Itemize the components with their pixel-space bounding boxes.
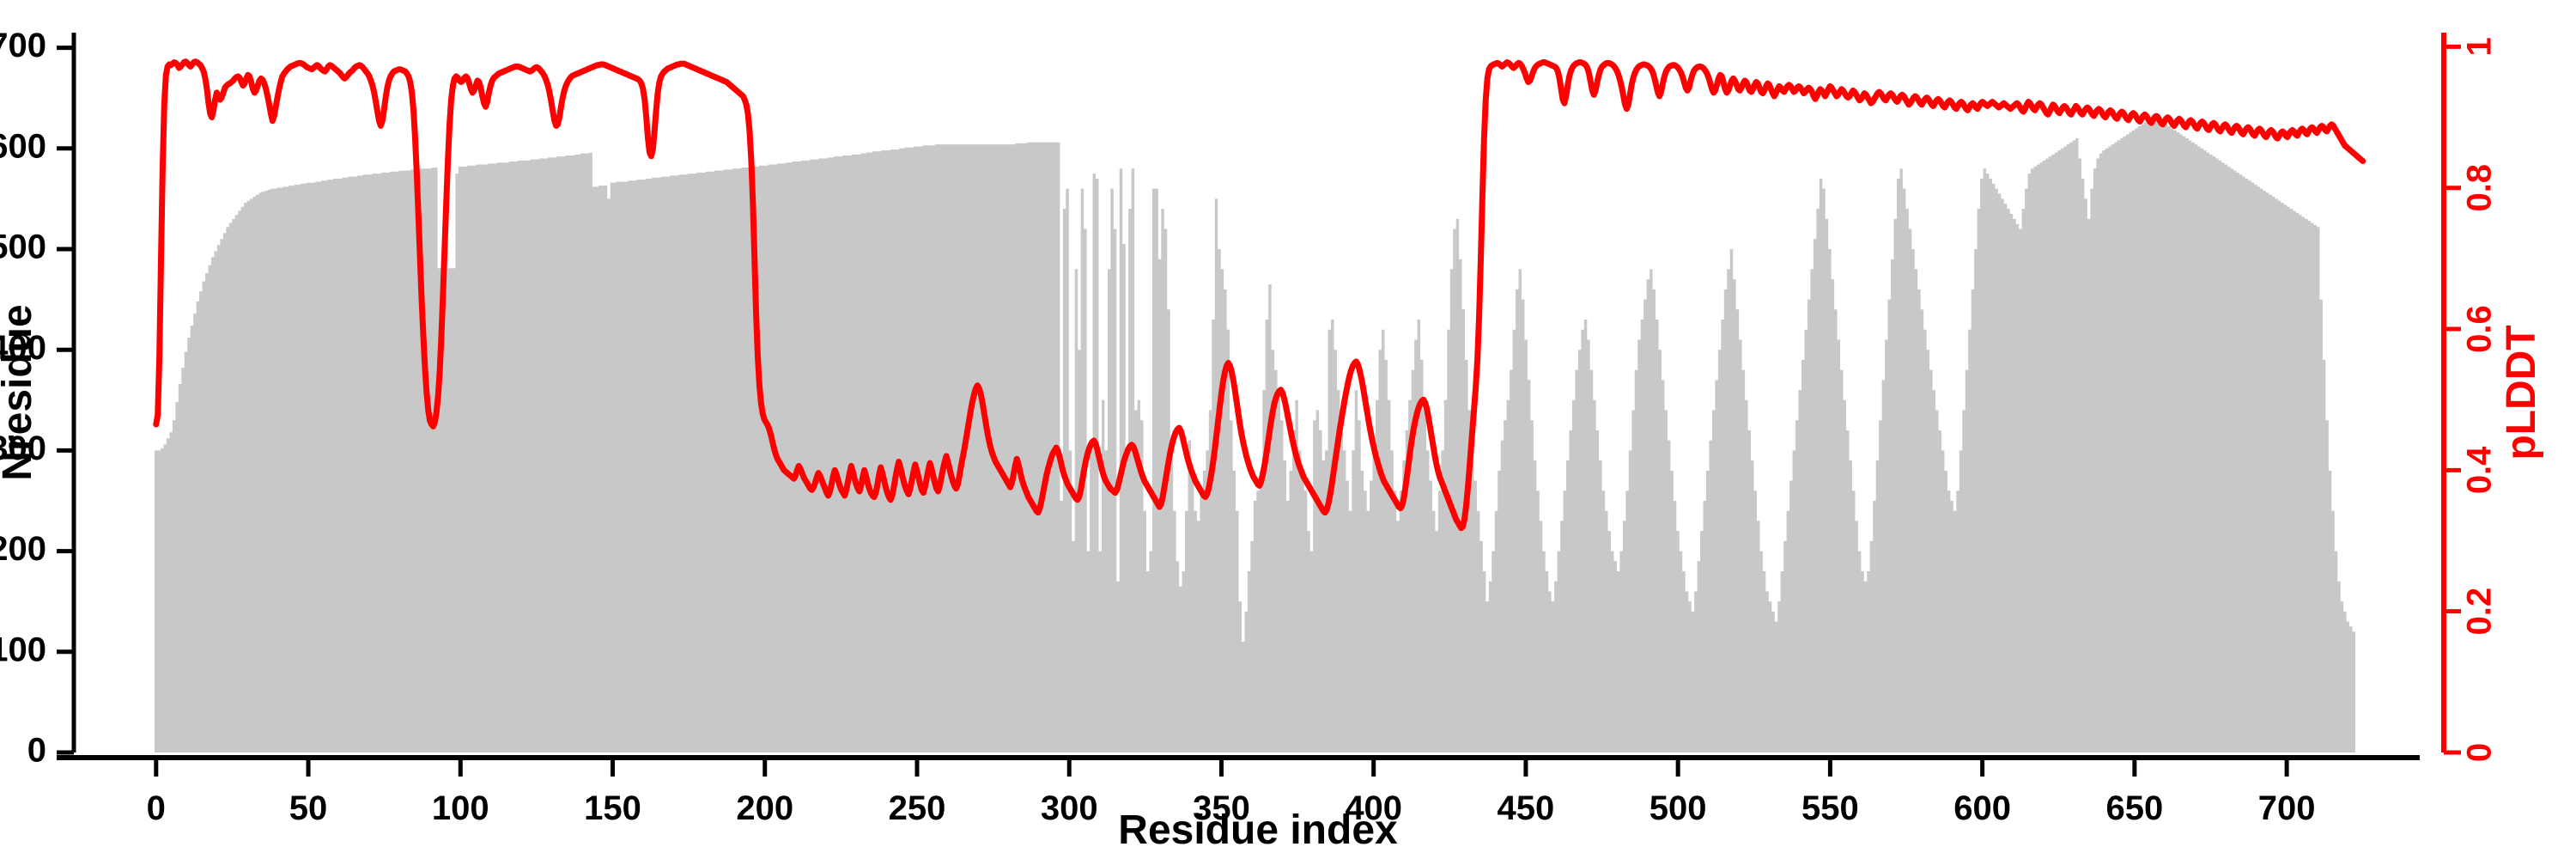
plddt-line: [153, 58, 2366, 532]
right-tick-label: 0.8: [2461, 164, 2499, 212]
bottom-tick-label: 150: [584, 789, 641, 827]
left-tick-label: 500: [0, 228, 46, 266]
nresidue-area: [155, 116, 2365, 752]
left-axis: 0 100 200 300 400 500 600 700: [0, 27, 76, 770]
bottom-tick-label: 50: [289, 789, 328, 827]
right-tick-label: 1: [2461, 37, 2499, 56]
bottom-tick-label: 550: [1801, 789, 1859, 827]
bottom-tick-label: 400: [1345, 789, 1402, 827]
left-tick-label: 600: [0, 127, 46, 165]
nresidue-bars: [155, 116, 2365, 752]
left-tick-label: 700: [0, 27, 46, 64]
right-tick-label: 0.6: [2461, 305, 2499, 353]
right-tick-label: 0.2: [2461, 588, 2499, 636]
bottom-tick-label: 450: [1498, 789, 1555, 827]
y-axis-title: Nresidue: [0, 304, 40, 480]
bottom-tick-label: 700: [2258, 789, 2316, 827]
bottom-tick-label: 300: [1041, 789, 1098, 827]
bottom-tick-label: 650: [2106, 789, 2164, 827]
left-tick-label: 400: [0, 329, 46, 367]
bottom-tick-label: 100: [432, 789, 489, 827]
bottom-tick-label: 350: [1193, 789, 1250, 827]
right-axis: 0 0.2 0.4 0.6 0.8 1: [2441, 33, 2499, 762]
bottom-tick-label: 0: [147, 789, 166, 827]
bottom-tick-label: 250: [889, 789, 946, 827]
right-tick-label: 0: [2461, 743, 2499, 762]
x-axis-title: Residue index: [1118, 807, 1398, 853]
y2-axis-title: pLDDT: [2499, 325, 2544, 460]
left-tick-label: 100: [0, 631, 46, 668]
bottom-axis: 0 50 100 150 200 250 300 350 400 450 500 550 600 650 7…: [57, 755, 2420, 827]
plddt-curve: [153, 58, 2366, 532]
bottom-tick-label: 600: [1953, 789, 2011, 827]
left-tick-label: 0: [27, 732, 46, 770]
bottom-tick-label: 500: [1649, 789, 1707, 827]
right-tick-label: 0.4: [2461, 446, 2499, 494]
left-tick-label: 200: [0, 530, 46, 568]
bottom-tick-label: 200: [736, 789, 793, 827]
left-tick-label: 300: [0, 430, 46, 467]
